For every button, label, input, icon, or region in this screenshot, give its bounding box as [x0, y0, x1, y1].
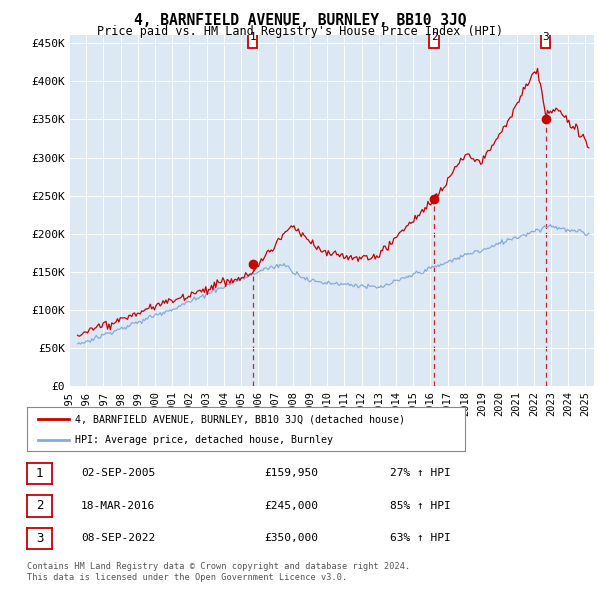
Text: £245,000: £245,000	[264, 501, 318, 511]
Text: 27% ↑ HPI: 27% ↑ HPI	[390, 468, 451, 478]
Text: 08-SEP-2022: 08-SEP-2022	[81, 533, 155, 543]
Text: Contains HM Land Registry data © Crown copyright and database right 2024.: Contains HM Land Registry data © Crown c…	[27, 562, 410, 571]
Text: £159,950: £159,950	[264, 468, 318, 478]
Text: Price paid vs. HM Land Registry's House Price Index (HPI): Price paid vs. HM Land Registry's House …	[97, 25, 503, 38]
Text: 4, BARNFIELD AVENUE, BURNLEY, BB10 3JQ (detached house): 4, BARNFIELD AVENUE, BURNLEY, BB10 3JQ (…	[75, 415, 405, 424]
Text: 3: 3	[542, 32, 549, 42]
Text: 2: 2	[431, 32, 437, 42]
Text: 3: 3	[36, 532, 43, 545]
Text: 85% ↑ HPI: 85% ↑ HPI	[390, 501, 451, 511]
Text: £350,000: £350,000	[264, 533, 318, 543]
Text: 63% ↑ HPI: 63% ↑ HPI	[390, 533, 451, 543]
Text: 18-MAR-2016: 18-MAR-2016	[81, 501, 155, 511]
FancyBboxPatch shape	[541, 26, 550, 48]
FancyBboxPatch shape	[248, 26, 257, 48]
Text: 1: 1	[36, 467, 43, 480]
Text: This data is licensed under the Open Government Licence v3.0.: This data is licensed under the Open Gov…	[27, 573, 347, 582]
Text: HPI: Average price, detached house, Burnley: HPI: Average price, detached house, Burn…	[75, 435, 333, 445]
Text: 4, BARNFIELD AVENUE, BURNLEY, BB10 3JQ: 4, BARNFIELD AVENUE, BURNLEY, BB10 3JQ	[134, 13, 466, 28]
Text: 02-SEP-2005: 02-SEP-2005	[81, 468, 155, 478]
FancyBboxPatch shape	[430, 26, 439, 48]
Text: 2: 2	[36, 499, 43, 513]
Text: 1: 1	[249, 32, 256, 42]
